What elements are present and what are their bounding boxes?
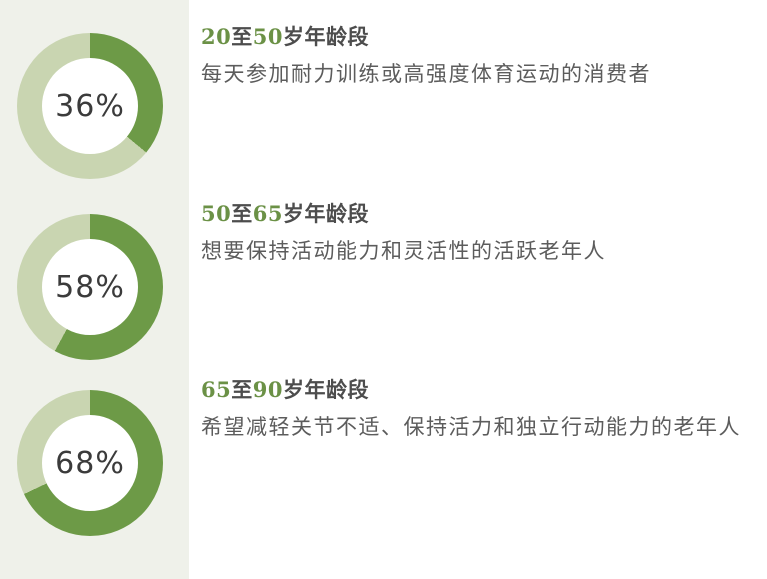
segment-title: 50至65岁年龄段 [201, 201, 761, 227]
segment-text-age-50-65: 50至65岁年龄段 想要保持活动能力和灵活性的活跃老年人 [201, 201, 761, 265]
age-from-number: 20 [201, 24, 232, 49]
donut-chart-age-50-65: 58% [17, 214, 163, 360]
age-from-number: 50 [201, 201, 232, 226]
title-connector: 至 [231, 203, 253, 226]
age-to-number: 50 [252, 24, 283, 49]
age-to-number: 65 [252, 201, 283, 226]
segment-description: 每天参加耐力训练或高强度体育运动的消费者 [201, 63, 651, 86]
segment-title: 20至50岁年龄段 [201, 24, 761, 50]
title-connector: 至 [231, 26, 253, 49]
title-connector: 至 [231, 379, 253, 402]
title-suffix: 岁年龄段 [282, 26, 369, 49]
title-suffix: 岁年龄段 [282, 203, 369, 226]
donut-chart-age-20-50: 36% [17, 33, 163, 179]
donut-hole: 58% [42, 239, 138, 335]
donut-percent-label: 68% [55, 445, 125, 481]
segment-text-age-20-50: 20至50岁年龄段 每天参加耐力训练或高强度体育运动的消费者 [201, 24, 761, 88]
donut-chart-age-65-90: 68% [17, 390, 163, 536]
segment-text-age-65-90: 65至90岁年龄段 希望减轻关节不适、保持活力和独立行动能力的老年人 [201, 377, 761, 441]
segment-description: 希望减轻关节不适、保持活力和独立行动能力的老年人 [201, 416, 741, 439]
segment-description: 想要保持活动能力和灵活性的活跃老年人 [201, 240, 606, 263]
age-from-number: 65 [201, 377, 232, 402]
donut-percent-label: 36% [55, 88, 125, 124]
age-to-number: 90 [252, 377, 283, 402]
donut-percent-label: 58% [55, 269, 125, 305]
donut-hole: 68% [42, 415, 138, 511]
title-suffix: 岁年龄段 [282, 379, 369, 402]
segment-title: 65至90岁年龄段 [201, 377, 761, 403]
donut-hole: 36% [42, 58, 138, 154]
